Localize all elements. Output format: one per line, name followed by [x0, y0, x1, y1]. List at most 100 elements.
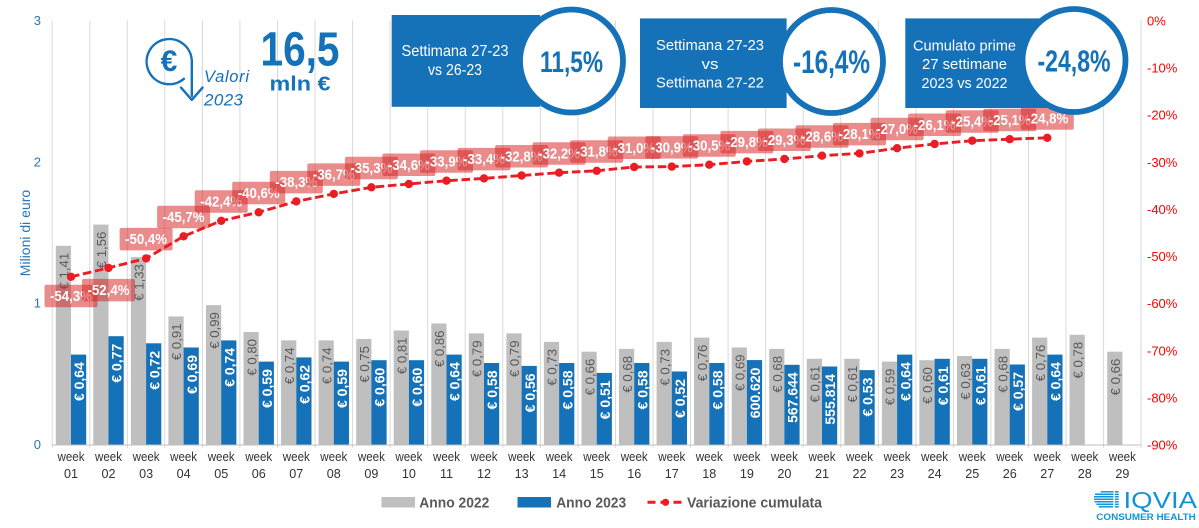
svg-text:€ 0,51: € 0,51 [597, 380, 613, 419]
svg-text:€ 0,59: € 0,59 [334, 369, 350, 408]
svg-text:€ 0,69: € 0,69 [184, 355, 200, 394]
svg-text:05: 05 [214, 467, 228, 481]
svg-text:16: 16 [627, 467, 641, 481]
svg-text:-34,6%: -34,6% [388, 158, 430, 174]
svg-text:week: week [94, 449, 122, 464]
svg-text:week: week [695, 449, 723, 464]
svg-text:21: 21 [815, 467, 829, 481]
svg-text:07: 07 [289, 467, 303, 481]
svg-text:week: week [282, 449, 310, 464]
svg-text:-50%: -50% [1147, 249, 1178, 264]
svg-text:€ 0,58: € 0,58 [484, 370, 500, 409]
svg-text:€ 0,52: € 0,52 [672, 379, 688, 418]
svg-text:3: 3 [34, 13, 41, 28]
svg-text:-35,3%: -35,3% [350, 161, 392, 177]
svg-text:-29,3%: -29,3% [763, 133, 805, 149]
svg-text:16,5: 16,5 [261, 24, 340, 77]
svg-text:-52,4%: -52,4% [88, 283, 130, 299]
svg-text:28: 28 [1078, 467, 1092, 481]
svg-text:€ 1,56: € 1,56 [94, 232, 109, 269]
svg-text:€ 0,72: € 0,72 [146, 351, 162, 390]
svg-text:CONSUMER HEALTH: CONSUMER HEALTH [1096, 512, 1196, 522]
svg-text:555.814: 555.814 [822, 374, 838, 425]
svg-text:€ 0,79: € 0,79 [507, 340, 522, 377]
svg-text:20: 20 [777, 467, 791, 481]
svg-text:-90%: -90% [1147, 438, 1178, 453]
svg-text:€ 0,68: € 0,68 [995, 356, 1010, 393]
svg-text:€ 0,61: € 0,61 [808, 366, 823, 403]
svg-text:Cumulato prime: Cumulato prime [913, 37, 1016, 54]
svg-text:week: week [470, 449, 498, 464]
svg-text:18: 18 [702, 467, 716, 481]
svg-text:€ 0,74: € 0,74 [282, 347, 297, 384]
svg-text:€ 0,69: € 0,69 [733, 355, 748, 392]
svg-text:11: 11 [440, 467, 453, 481]
svg-text:-42,4%: -42,4% [200, 195, 242, 211]
svg-text:Settimana 27-23: Settimana 27-23 [656, 37, 764, 54]
svg-text:14: 14 [552, 467, 566, 481]
svg-text:IQVIA: IQVIA [1124, 487, 1198, 513]
svg-text:29: 29 [1115, 467, 1129, 481]
svg-text:€ 0,79: € 0,79 [470, 340, 485, 377]
svg-text:27 settimane: 27 settimane [922, 56, 1007, 73]
svg-text:-24,8%: -24,8% [1026, 112, 1068, 128]
svg-text:€ 0,62: € 0,62 [297, 365, 313, 404]
svg-text:€ 0,57: € 0,57 [1010, 372, 1026, 411]
svg-text:2: 2 [34, 154, 41, 169]
svg-text:Anno 2022: Anno 2022 [419, 495, 489, 512]
svg-text:0%: 0% [1147, 14, 1166, 29]
svg-text:-31,0%: -31,0% [613, 141, 655, 157]
svg-text:-28,1%: -28,1% [839, 127, 881, 143]
svg-text:-32,8%: -32,8% [501, 149, 543, 165]
svg-text:€ 0,64: € 0,64 [447, 362, 463, 401]
svg-text:23: 23 [890, 467, 904, 481]
svg-text:25: 25 [965, 467, 979, 481]
svg-text:26: 26 [1003, 467, 1017, 481]
svg-text:€ 0,76: € 0,76 [1033, 345, 1048, 382]
svg-text:€ 1,33: € 1,33 [132, 264, 147, 301]
svg-text:-80%: -80% [1147, 390, 1178, 405]
svg-text:week: week [1033, 449, 1061, 464]
svg-text:Settimana 27-23: Settimana 27-23 [402, 43, 509, 60]
svg-text:€ 0,64: € 0,64 [897, 362, 913, 401]
svg-text:-20%: -20% [1147, 108, 1178, 123]
svg-text:06: 06 [252, 467, 266, 481]
svg-text:week: week [920, 449, 948, 464]
svg-text:€: € [161, 45, 178, 78]
svg-text:€ 0,64: € 0,64 [1048, 362, 1064, 401]
svg-text:€ 0,56: € 0,56 [522, 373, 538, 412]
svg-text:-31,8%: -31,8% [576, 145, 618, 161]
svg-text:€ 0,68: € 0,68 [770, 356, 785, 393]
svg-text:week: week [732, 449, 760, 464]
svg-text:€ 0,99: € 0,99 [207, 312, 222, 349]
svg-text:-26,1%: -26,1% [914, 118, 956, 134]
svg-text:03: 03 [139, 467, 153, 481]
svg-text:week: week [207, 449, 235, 464]
svg-text:13: 13 [515, 467, 529, 481]
svg-text:week: week [319, 449, 347, 464]
svg-text:€ 0,73: € 0,73 [545, 349, 560, 386]
svg-text:€ 0,60: € 0,60 [409, 367, 425, 406]
svg-text:08: 08 [327, 467, 341, 481]
svg-text:week: week [1070, 449, 1098, 464]
svg-text:week: week [770, 449, 798, 464]
svg-text:-24,8%: -24,8% [1038, 44, 1111, 79]
svg-text:0: 0 [34, 437, 41, 452]
svg-text:-40,6%: -40,6% [238, 186, 280, 202]
svg-text:567.644: 567.644 [785, 372, 801, 423]
svg-text:-32,2%: -32,2% [538, 147, 580, 163]
svg-text:24: 24 [928, 467, 942, 481]
svg-text:-30,5%: -30,5% [688, 139, 730, 155]
svg-text:02: 02 [101, 467, 115, 481]
svg-text:week: week [883, 449, 911, 464]
svg-text:week: week [507, 449, 535, 464]
svg-text:vs: vs [702, 56, 719, 73]
svg-text:€ 0,53: € 0,53 [860, 377, 876, 416]
svg-text:17: 17 [665, 467, 679, 481]
svg-text:week: week [657, 449, 685, 464]
svg-text:15: 15 [590, 467, 604, 481]
svg-text:week: week [357, 449, 385, 464]
svg-text:week: week [132, 449, 160, 464]
svg-text:mln €: mln € [270, 73, 332, 96]
svg-text:week: week [57, 449, 85, 464]
